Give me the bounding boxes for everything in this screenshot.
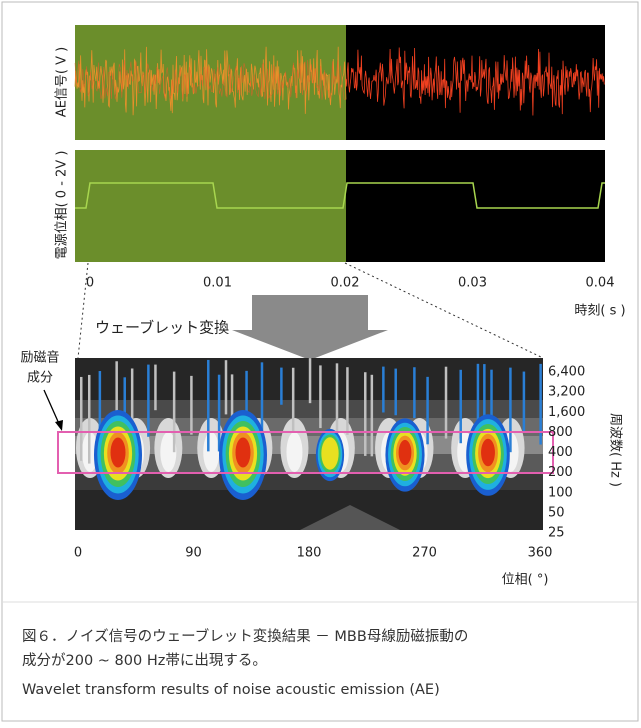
x-tick-label: 270 [412, 546, 437, 561]
spike [394, 369, 397, 416]
spike [154, 365, 157, 411]
y-tick-label: 400 [548, 445, 573, 460]
spike [80, 377, 83, 461]
annotation: 励磁音 [20, 350, 59, 366]
x-tick-label: 0.01 [203, 276, 232, 291]
zoom-line [345, 263, 543, 358]
spike [173, 372, 176, 453]
frequency-axis-label: 周波数( Hz ) [608, 413, 623, 487]
transform-label: ウェーブレット変換 [95, 319, 229, 337]
x-tick-label: 0.02 [331, 276, 360, 291]
energy-blob [236, 438, 251, 468]
caption: Wavelet transform results of noise acous… [22, 682, 440, 698]
x-tick-label: 90 [185, 546, 202, 561]
spike [190, 376, 193, 435]
ae-panel [75, 25, 605, 140]
spike [88, 375, 91, 464]
energy-blob [321, 437, 338, 469]
y-tick-label: 50 [548, 505, 565, 520]
spike [523, 372, 526, 433]
caption: 図６．ノイズ信号のウェーブレット変換結果 － MBB母線励磁振動の [22, 627, 468, 645]
spike [413, 367, 416, 418]
energy-blob [111, 438, 126, 468]
spike [445, 367, 448, 439]
y-tick-label: 6,400 [548, 365, 585, 380]
y-tick-label: 800 [548, 425, 573, 440]
spike [490, 370, 493, 420]
energy-blob [399, 440, 412, 465]
spike [292, 368, 295, 433]
x-tick-label: 360 [528, 546, 553, 561]
annotation: 成分 [27, 371, 53, 386]
x-tick-label: 0 [86, 276, 94, 291]
spike [346, 367, 349, 435]
x-tick-label: 0 [74, 546, 82, 561]
y-tick-label: 200 [548, 465, 573, 480]
spike [364, 372, 367, 456]
phase-ylabel: 電源位相( 0 - 2V ) [55, 151, 70, 260]
transform-arrow [232, 295, 388, 360]
time-axis-label: 時刻( s ) [574, 304, 625, 319]
spike [147, 365, 150, 437]
spike [261, 362, 264, 431]
spike [207, 360, 210, 451]
energy-blob [481, 439, 495, 467]
annotation-arrowhead [55, 420, 63, 431]
spike [426, 377, 429, 444]
spike [218, 375, 221, 452]
gray-lobe [286, 432, 302, 472]
phase-axis-label: 位相( °) [502, 573, 549, 588]
caption: 成分が200 ~ 800 Hz帯に出現する。 [22, 652, 267, 669]
scalogram [75, 358, 543, 530]
y-tick-label: 25 [548, 526, 565, 541]
spike [371, 375, 374, 457]
spike [309, 358, 312, 403]
spike [509, 368, 512, 453]
gray-lobe [203, 432, 219, 472]
spike [225, 360, 228, 414]
figure: AE信号( V ) 電源位相( 0 - 2V ) 時刻( s ) ウェーブレット… [0, 0, 641, 724]
x-tick-label: 0.03 [458, 276, 487, 291]
ae-ylabel: AE信号( V ) [55, 47, 70, 117]
y-tick-label: 3,200 [548, 385, 585, 400]
annotation-arrow [44, 390, 60, 426]
x-tick-label: 0.04 [586, 276, 615, 291]
y-tick-label: 100 [548, 485, 573, 500]
spike [382, 367, 385, 413]
x-tick-label: 180 [297, 546, 322, 561]
spike [319, 365, 322, 428]
phase-panel [75, 150, 605, 262]
y-tick-label: 1,600 [548, 405, 585, 420]
spike [280, 368, 283, 405]
